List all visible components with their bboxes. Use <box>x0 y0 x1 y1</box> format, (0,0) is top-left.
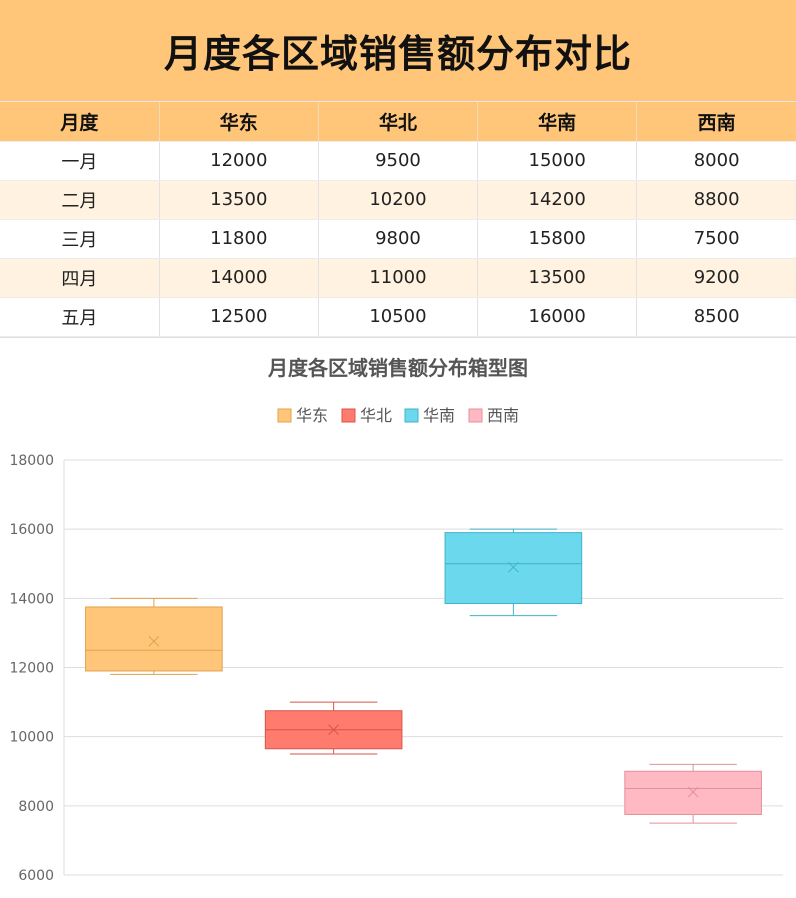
table-cell: 三月 <box>0 219 160 259</box>
chart-legend: 华东 华北 华南 西南 <box>277 406 519 425</box>
table-cell: 二月 <box>0 180 160 220</box>
y-tick-label: 8000 <box>18 799 54 815</box>
y-axis: 6000 8000 10000 12000 14000 16000 18000 <box>9 453 65 884</box>
legend-swatch <box>404 408 419 423</box>
table-cell: 五月 <box>0 297 160 337</box>
y-tick-label: 12000 <box>9 661 54 677</box>
table-cell: 9200 <box>636 258 796 298</box>
y-tick-label: 18000 <box>9 453 54 469</box>
table-header-row: 月度 华东 华北 华南 西南 <box>0 102 796 142</box>
table-cell: 8000 <box>636 141 796 181</box>
legend-item[interactable]: 华南 <box>404 406 455 425</box>
table-cell: 10500 <box>318 297 479 337</box>
boxplot-chart-svg: 月度各区域销售额分布箱型图 华东 华北 华南 西南 6000 8000 10000 1200… <box>9 356 783 884</box>
table-cell: 15000 <box>477 141 638 181</box>
legend-item[interactable]: 华北 <box>341 406 392 425</box>
legend-swatch <box>468 408 483 423</box>
table-cell: 13500 <box>159 180 319 220</box>
table-cell: 13500 <box>477 258 638 298</box>
box-body <box>624 770 762 815</box>
legend-label: 华南 <box>423 406 455 425</box>
table-row: 五月 12500 10500 16000 8500 <box>0 297 796 337</box>
box-body <box>444 532 583 605</box>
box-mean-marker <box>508 561 519 573</box>
table-cell: 9800 <box>318 219 479 259</box>
table-cell: 12000 <box>159 141 319 181</box>
column-header-east: 华东 <box>159 102 319 142</box>
y-tick-label: 14000 <box>9 591 54 607</box>
legend-item[interactable]: 华东 <box>277 406 328 425</box>
y-tick-label: 16000 <box>9 522 54 538</box>
column-header-southwest: 西南 <box>636 102 796 142</box>
legend-label: 西南 <box>487 406 519 425</box>
table-cell: 11000 <box>318 258 479 298</box>
box-mean-marker <box>687 786 699 798</box>
table-cell: 11800 <box>159 219 319 259</box>
chart-title: 月度各区域销售额分布箱型图 <box>267 356 528 380</box>
box-mean-marker <box>148 635 160 647</box>
table-row: 四月 14000 11000 13500 9200 <box>0 258 796 298</box>
boxplot-chart: 月度各区域销售额分布箱型图 华东 华北 华南 西南 6000 8000 10000 1200… <box>0 337 796 897</box>
table-cell: 8500 <box>636 297 796 337</box>
box-series[interactable] <box>624 763 762 824</box>
table-cell: 一月 <box>0 141 160 181</box>
legend-label: 华东 <box>296 406 328 425</box>
table-cell: 9500 <box>318 141 479 181</box>
box-series[interactable] <box>444 528 583 617</box>
box-body <box>85 606 223 672</box>
column-header-north: 华北 <box>318 102 479 142</box>
table-cell: 7500 <box>636 219 796 259</box>
column-header-month: 月度 <box>0 102 160 142</box>
table-row: 一月 12000 9500 15000 8000 <box>0 141 796 181</box>
box-mean-marker <box>328 724 339 736</box>
table-cell: 16000 <box>477 297 638 337</box>
table-cell: 四月 <box>0 258 160 298</box>
table-cell: 10200 <box>318 180 479 220</box>
sales-table: 月度 华东 华北 华南 西南 一月 12000 9500 15000 8000 … <box>0 102 796 337</box>
table-row: 三月 11800 9800 15800 7500 <box>0 219 796 259</box>
legend-swatch <box>341 408 356 423</box>
y-tick-label: 10000 <box>9 730 54 746</box>
y-tick-label: 6000 <box>18 868 54 884</box>
box-series[interactable] <box>85 597 223 675</box>
legend-swatch <box>277 408 292 423</box>
legend-label: 华北 <box>360 406 392 425</box>
table-cell: 15800 <box>477 219 638 259</box>
table-cell: 8800 <box>636 180 796 220</box>
column-header-south: 华南 <box>477 102 638 142</box>
legend-item[interactable]: 西南 <box>468 406 519 425</box>
page-title: 月度各区域销售额分布对比 <box>163 32 632 76</box>
table-cell: 14200 <box>477 180 638 220</box>
table-cell: 14000 <box>159 258 319 298</box>
table-cell: 12500 <box>159 297 319 337</box>
table-row: 二月 13500 10200 14200 8800 <box>0 180 796 220</box>
box-series[interactable] <box>264 701 403 755</box>
chart-boxes <box>85 528 762 824</box>
page-title-bar: 月度各区域销售额分布对比 <box>0 0 796 102</box>
